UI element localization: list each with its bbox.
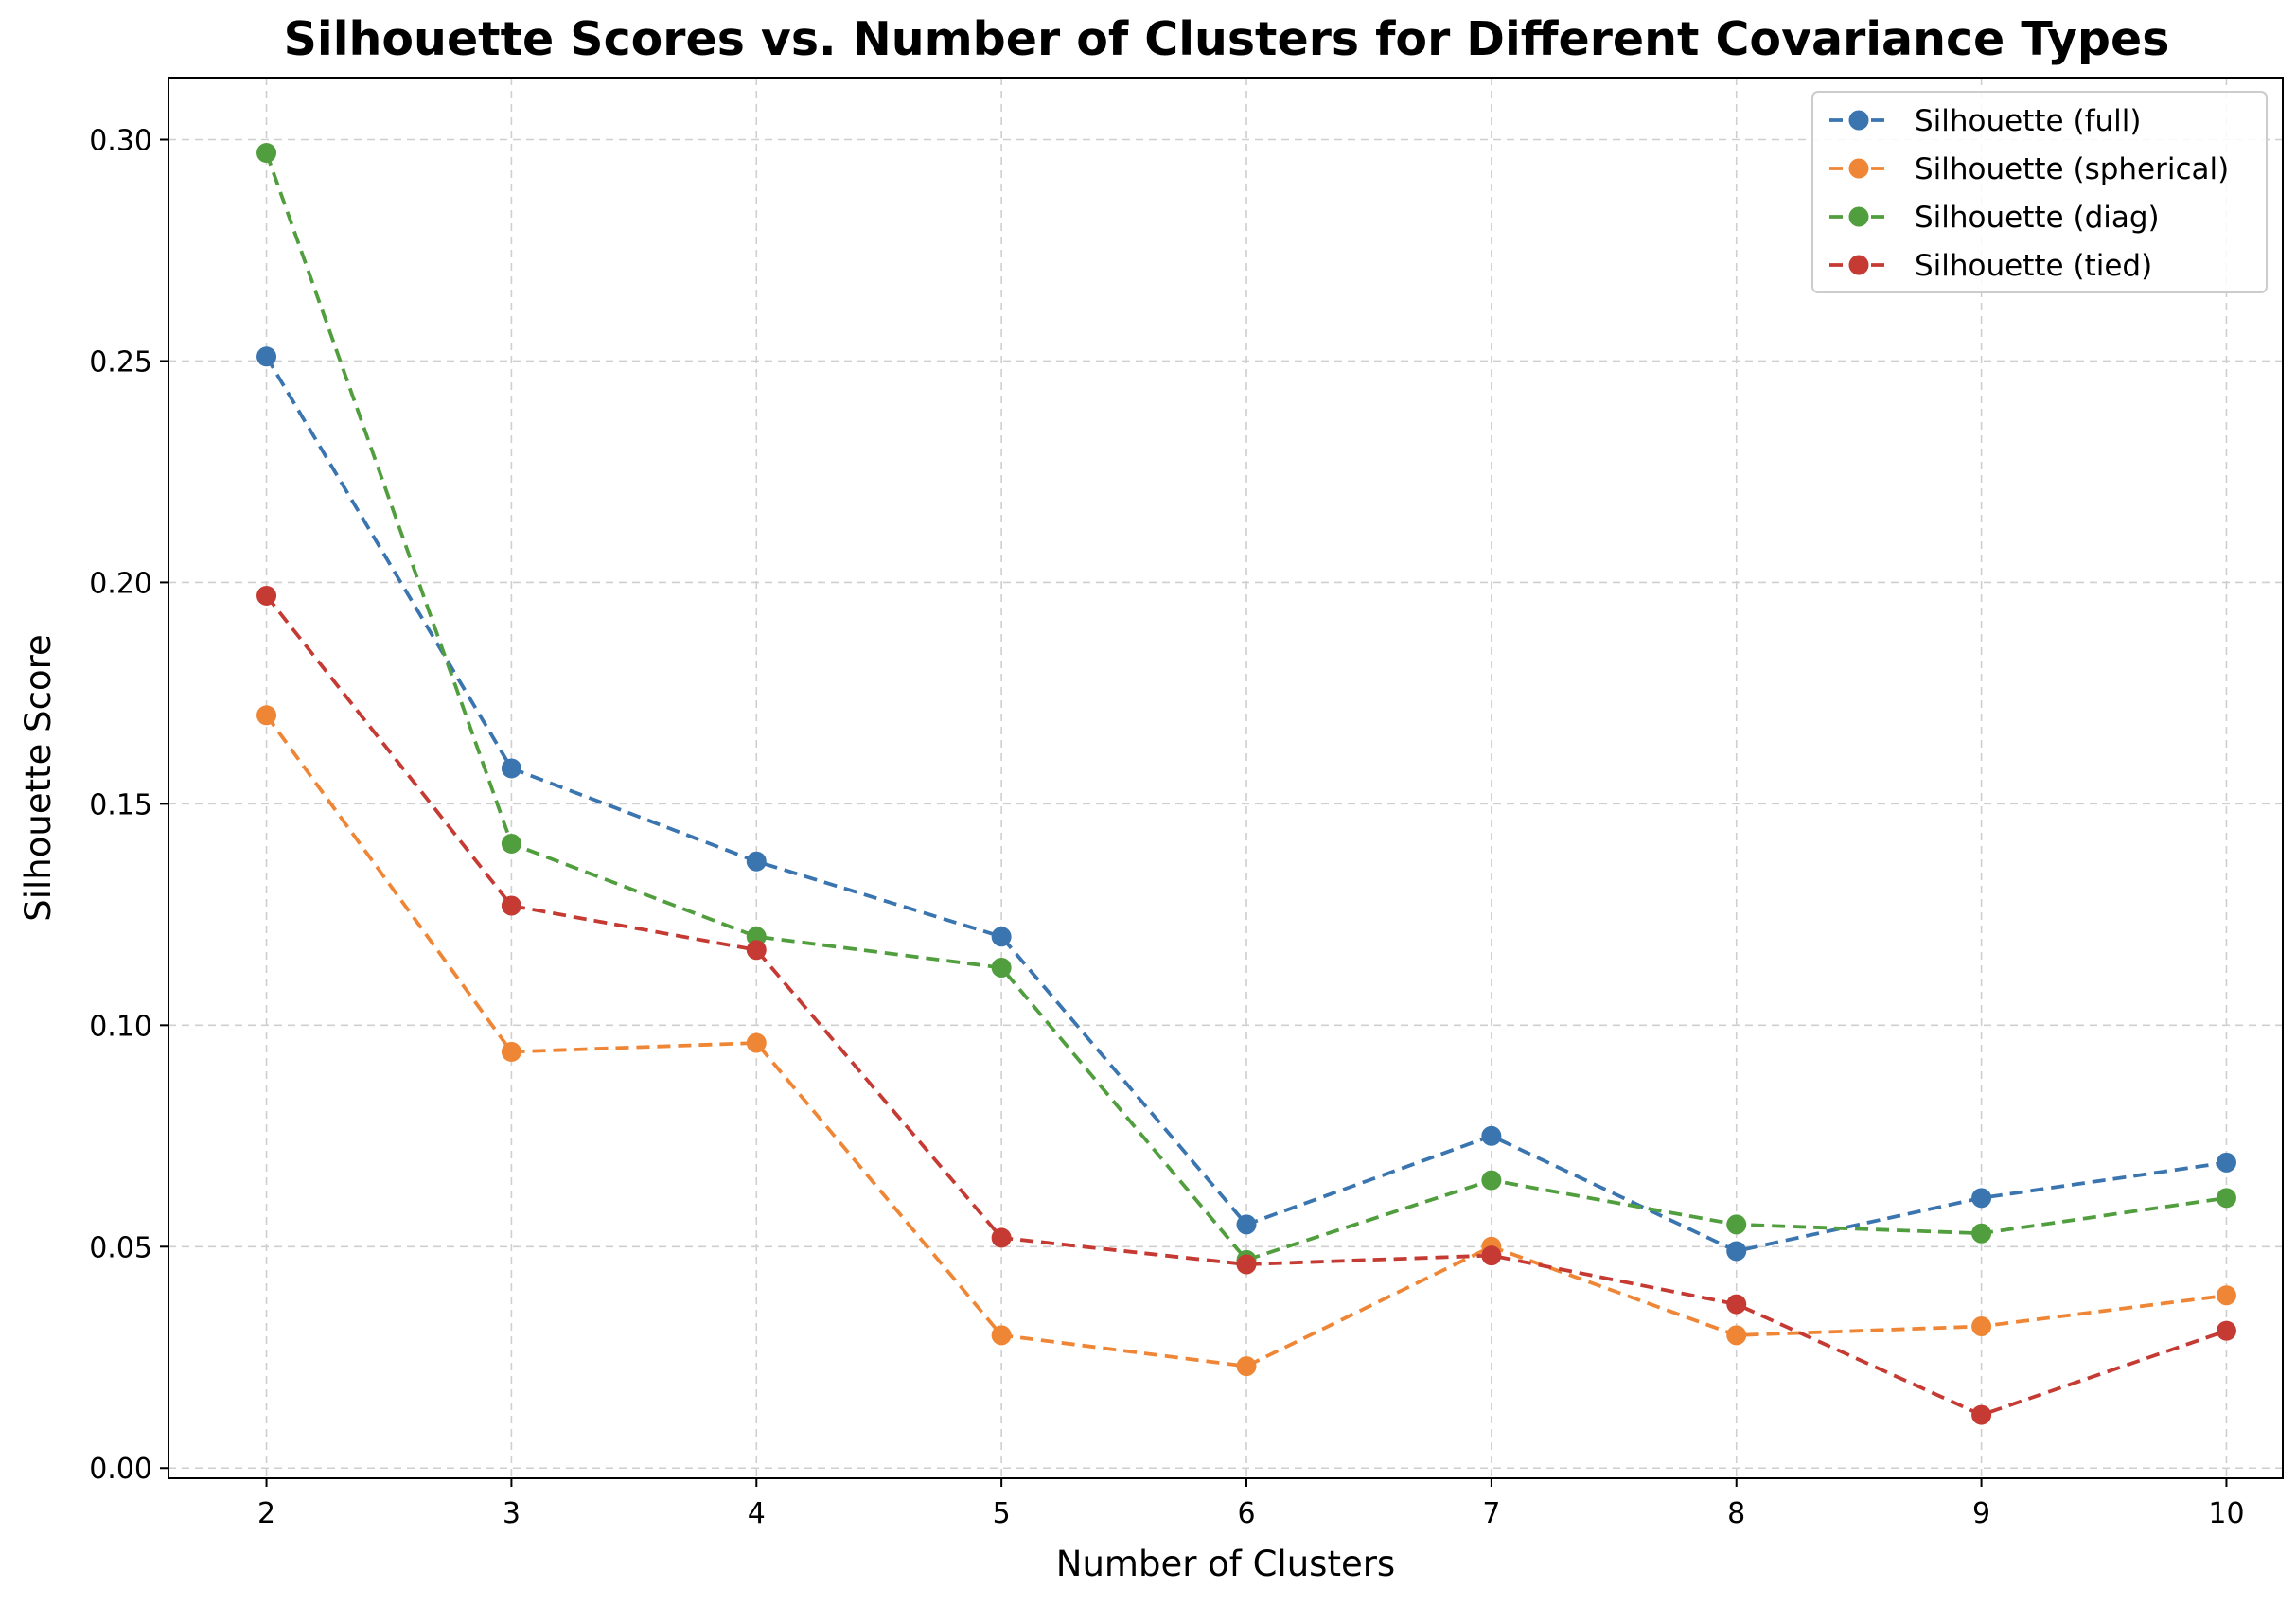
x-tick-label: 2 bbox=[257, 1497, 275, 1530]
series-silhouette-full bbox=[256, 346, 2236, 1262]
series-line bbox=[264, 151, 2227, 1262]
data-point bbox=[1236, 1254, 1257, 1275]
x-tick-label: 6 bbox=[1237, 1497, 1255, 1530]
y-axis-label: Silhouette Score bbox=[18, 634, 59, 922]
legend-label: Silhouette (tied) bbox=[1915, 249, 2152, 283]
data-point bbox=[1726, 1241, 1747, 1262]
x-axis: 2 3 4 5 6 7 8 9 10 bbox=[257, 1478, 2245, 1530]
data-point bbox=[2216, 1152, 2236, 1173]
x-tick-label: 8 bbox=[1727, 1497, 1745, 1530]
x-tick-label: 9 bbox=[1972, 1497, 1990, 1530]
series-line bbox=[265, 594, 2228, 1418]
legend-box bbox=[1811, 91, 2268, 293]
data-point bbox=[1726, 1214, 1747, 1235]
legend-marker bbox=[1848, 158, 1869, 179]
data-point bbox=[1971, 1188, 1992, 1209]
y-tick-label: 0.20 bbox=[89, 567, 152, 600]
series-line bbox=[264, 714, 2227, 1368]
series-layer bbox=[256, 143, 2236, 1425]
x-tick-label: 5 bbox=[993, 1497, 1011, 1530]
x-tick-label: 7 bbox=[1482, 1497, 1500, 1530]
data-point bbox=[1726, 1325, 1747, 1346]
data-point bbox=[501, 758, 521, 779]
y-tick-label: 0.00 bbox=[89, 1453, 152, 1486]
x-tick-label: 3 bbox=[503, 1497, 521, 1530]
data-point bbox=[1971, 1404, 1992, 1425]
data-point bbox=[1236, 1356, 1257, 1377]
data-point bbox=[1971, 1223, 1992, 1244]
chart-title: Silhouette Scores vs. Number of Clusters… bbox=[284, 12, 2170, 66]
data-point bbox=[991, 957, 1012, 978]
data-point bbox=[2216, 1320, 2236, 1341]
y-tick-label: 0.25 bbox=[89, 345, 152, 379]
data-point bbox=[501, 1041, 521, 1062]
data-point bbox=[501, 833, 521, 854]
legend-label: Silhouette (full) bbox=[1915, 104, 2141, 138]
legend-entry: Silhouette (spherical) bbox=[1829, 152, 2229, 186]
y-tick-label: 0.30 bbox=[89, 125, 152, 158]
data-point bbox=[991, 1325, 1012, 1346]
data-point bbox=[256, 346, 277, 367]
y-tick-label: 0.10 bbox=[89, 1010, 152, 1043]
data-point bbox=[746, 940, 767, 961]
data-point bbox=[1726, 1294, 1747, 1315]
data-point bbox=[501, 895, 521, 916]
data-point bbox=[2216, 1285, 2236, 1306]
legend-label: Silhouette (diag) bbox=[1915, 201, 2160, 235]
legend-entry: Silhouette (diag) bbox=[1829, 201, 2160, 235]
legend-entry: Silhouette (full) bbox=[1829, 104, 2141, 138]
data-point bbox=[746, 851, 767, 872]
data-point bbox=[1971, 1316, 1992, 1337]
data-point bbox=[746, 1032, 767, 1053]
data-point bbox=[1481, 1245, 1502, 1266]
y-tick-label: 0.15 bbox=[89, 788, 152, 821]
data-point bbox=[1236, 1214, 1257, 1235]
x-tick-label: 10 bbox=[2208, 1497, 2244, 1530]
data-point bbox=[991, 1227, 1012, 1248]
data-point bbox=[991, 927, 1012, 947]
x-tick-label: 4 bbox=[748, 1497, 766, 1530]
data-point bbox=[256, 143, 277, 164]
legend: Silhouette (full) Silhouette (spherical) S… bbox=[1811, 91, 2268, 293]
plot-area-frame bbox=[168, 77, 2284, 1479]
legend-marker bbox=[1848, 110, 1869, 131]
x-axis-label: Number of Clusters bbox=[1056, 1544, 1395, 1584]
legend-entry: Silhouette (tied) bbox=[1829, 249, 2152, 283]
legend-marker bbox=[1848, 255, 1869, 275]
data-point bbox=[256, 705, 277, 726]
data-point bbox=[1481, 1125, 1502, 1146]
data-point bbox=[1481, 1170, 1502, 1191]
data-point bbox=[256, 585, 277, 606]
legend-marker bbox=[1848, 206, 1869, 227]
series-silhouette-diag bbox=[256, 143, 2236, 1270]
legend-label: Silhouette (spherical) bbox=[1915, 152, 2229, 186]
y-axis: 0.00 0.05 0.10 0.15 0.20 0.25 0.30 bbox=[89, 125, 168, 1486]
data-point bbox=[2216, 1188, 2236, 1209]
series-silhouette-tied bbox=[256, 585, 2236, 1425]
y-tick-label: 0.05 bbox=[89, 1231, 152, 1264]
